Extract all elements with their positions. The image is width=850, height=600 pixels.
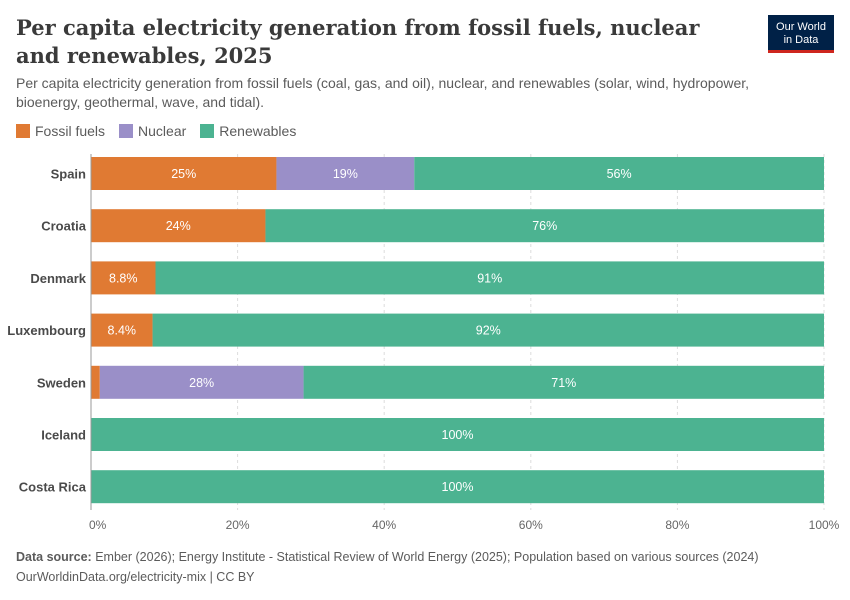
bar-segment: [91, 470, 824, 504]
bar-segment: [91, 157, 277, 190]
bar-value-label: 92%: [476, 324, 501, 338]
bar-segment: [91, 209, 266, 243]
owid-logo[interactable]: Our World in Data: [768, 15, 834, 53]
bar-segment: [91, 313, 153, 347]
legend-item-fossil[interactable]: Fossil fuels: [16, 123, 105, 139]
x-tick-label: 20%: [226, 518, 250, 532]
x-tick-label: 100%: [809, 518, 840, 532]
bar-segment: [414, 157, 824, 190]
bar-segment: [91, 418, 824, 451]
x-tick-label: 80%: [665, 518, 689, 532]
category-label: Spain: [51, 167, 86, 182]
source-label: Data source:: [16, 550, 92, 564]
legend-label-fossil: Fossil fuels: [35, 123, 106, 139]
source-line: Data source: Ember (2026); Energy Instit…: [16, 547, 759, 567]
logo-line-2: in Data: [783, 34, 819, 46]
legend-swatch-nuclear: [119, 124, 134, 138]
url-line[interactable]: OurWorldinData.org/electricity-mix | CC …: [16, 570, 255, 584]
bar-value-label: 8.4%: [108, 324, 137, 338]
bar-value-label: 24%: [166, 219, 191, 233]
category-label: Iceland: [41, 428, 86, 443]
chart-footer: Data source: Ember (2026); Energy Instit…: [16, 547, 759, 587]
bar-segment: [152, 313, 824, 347]
x-tick-label: 40%: [372, 518, 396, 532]
x-tick-label: 60%: [519, 518, 543, 532]
legend-item-nuclear[interactable]: Nuclear: [119, 123, 186, 139]
bar-segment: [303, 365, 824, 399]
bar-value-label: 76%: [532, 219, 557, 233]
bar-value-label: 100%: [442, 428, 474, 442]
bar-value-label: 19%: [333, 167, 358, 181]
category-label: Luxembourg: [7, 323, 86, 338]
chart-title: Per capita electricity generation from f…: [16, 15, 700, 68]
bar-value-label: 91%: [477, 271, 502, 285]
bar-segment: [155, 261, 824, 295]
chart-subtitle: Per capita electricity generation from f…: [16, 75, 750, 110]
bar-segment: [91, 261, 156, 295]
bar-value-label: 56%: [607, 167, 632, 181]
bar-segment: [265, 209, 825, 243]
bar-value-label: 100%: [442, 480, 474, 494]
logo-line-1: Our World: [776, 21, 826, 33]
legend-swatch-fossil: [16, 124, 30, 138]
bar-value-label: 8.8%: [109, 271, 138, 285]
category-label: Costa Rica: [19, 480, 87, 495]
source-text: Ember (2026); Energy Institute - Statist…: [95, 550, 759, 564]
bar-segment: [91, 365, 100, 399]
legend-label-renewables: Renewables: [219, 123, 297, 139]
category-label: Croatia: [41, 219, 87, 234]
x-tick-label: 0%: [89, 518, 107, 532]
bar-value-label: 25%: [171, 167, 196, 181]
category-label: Denmark: [30, 271, 86, 286]
category-label: Sweden: [37, 375, 86, 390]
legend-item-renewables[interactable]: Renewables: [200, 123, 296, 139]
bar-value-label: 71%: [551, 376, 576, 390]
chart-legend: Fossil fuels Nuclear Renewables: [16, 123, 296, 139]
bar-segment: [276, 157, 415, 190]
legend-swatch-renewables: [200, 124, 215, 138]
bar-segment: [99, 365, 304, 399]
bar-value-label: 28%: [189, 376, 214, 390]
legend-label-nuclear: Nuclear: [138, 123, 187, 139]
